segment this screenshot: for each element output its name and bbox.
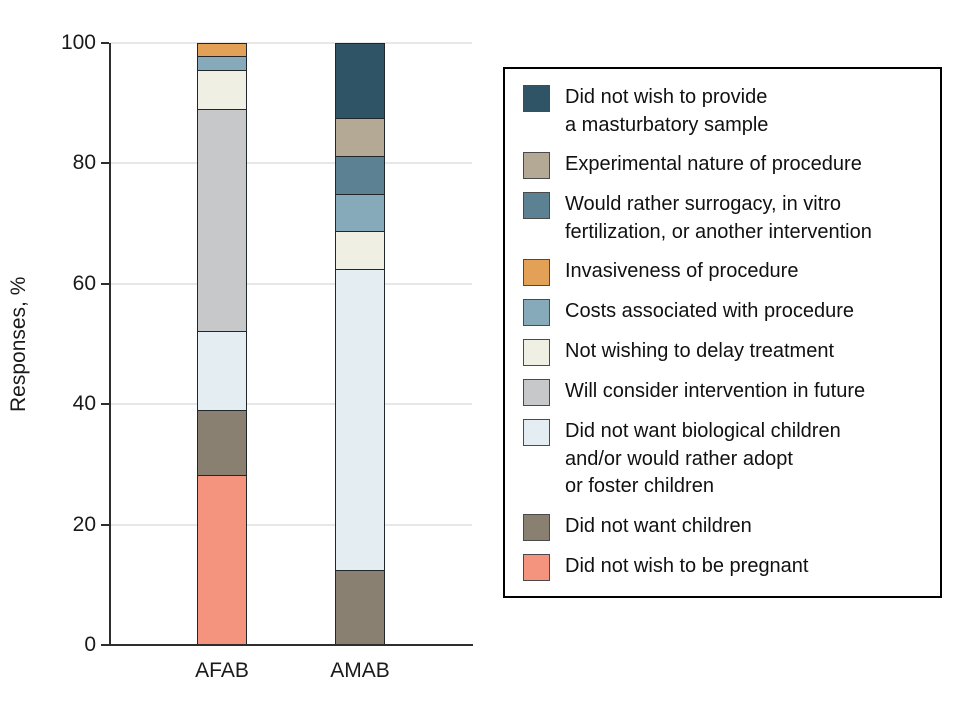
x-axis-line (109, 644, 473, 646)
y-tick-label-60: 60 (72, 271, 96, 295)
y-tick-label-0: 0 (84, 633, 96, 656)
legend-swatch-masturbatory-sample (523, 85, 550, 112)
gridline-100 (110, 42, 472, 44)
bar-segment-afab-costs (197, 56, 247, 71)
legend-label-no-biological-children: Did not want biological children and/or … (565, 420, 841, 497)
bar-segment-amab-no-children (335, 569, 385, 646)
bar-segment-amab-experimental-nature (335, 118, 385, 157)
bar-segment-amab-costs (335, 193, 385, 233)
bar-segment-amab-surrogacy-ivf (335, 155, 385, 195)
legend: Did not wish to provide a masturbatory s… (503, 67, 942, 598)
legend-swatch-invasiveness (523, 259, 550, 286)
legend-label-experimental-nature: Experimental nature of procedure (565, 153, 862, 175)
legend-label-costs: Costs associated with procedure (565, 300, 855, 322)
bar-segment-amab-delay-treatment (335, 231, 385, 270)
x-axis-label-amab: AMAB (330, 659, 390, 682)
legend-swatch-delay-treatment (523, 339, 550, 366)
legend-swatch-experimental-nature (523, 152, 550, 179)
legend-item-no-children: Did not want children (523, 513, 922, 541)
gridline-60 (110, 282, 472, 285)
plot-area (110, 42, 472, 646)
y-tick-label-40: 40 (72, 392, 96, 416)
legend-label-masturbatory-sample: Did not wish to provide a masturbatory s… (565, 86, 769, 136)
legend-swatch-not-pregnant (523, 553, 550, 581)
legend-item-masturbatory-sample: Did not wish to provide a masturbatory s… (523, 84, 922, 139)
legend-item-no-biological-children: Did not want biological children and/or … (523, 418, 922, 501)
y-axis-title: Responses, % (7, 276, 30, 412)
bar-segment-afab-consider-future (197, 108, 247, 333)
legend-item-invasiveness: Invasiveness of procedure (523, 258, 922, 286)
legend-label-consider-future: Will consider intervention in future (565, 380, 866, 402)
y-tick-mark-80 (101, 162, 109, 165)
gridline-80 (110, 162, 472, 165)
bar-segment-afab-no-biological-children (197, 331, 247, 411)
bar-segment-afab-no-children (197, 409, 247, 477)
legend-label-not-pregnant: Did not wish to be pregnant (565, 554, 809, 577)
gridline-20 (110, 523, 472, 526)
legend-swatch-consider-future (523, 379, 550, 406)
y-tick-label-80: 80 (72, 151, 96, 175)
x-axis-label-afab: AFAB (195, 659, 249, 682)
legend-label-no-children: Did not want children (565, 514, 752, 537)
legend-item-experimental-nature: Experimental nature of procedure (523, 151, 922, 179)
y-axis-line (109, 43, 111, 646)
y-tick-label-20: 20 (72, 512, 96, 536)
y-tick-mark-20 (101, 523, 109, 526)
legend-swatch-no-children (523, 513, 550, 541)
bar-segment-amab-no-biological-children (335, 268, 385, 571)
legend-item-costs: Costs associated with procedure (523, 298, 922, 326)
legend-item-surrogacy-ivf: Would rather surrogacy, in vitro fertili… (523, 191, 922, 246)
bar-segment-afab-delay-treatment (197, 69, 247, 110)
y-tick-mark-60 (101, 282, 109, 285)
legend-swatch-no-biological-children (523, 419, 550, 446)
legend-swatch-costs (523, 299, 550, 326)
bar-segment-afab-not-pregnant (197, 475, 247, 646)
legend-label-invasiveness: Invasiveness of procedure (565, 260, 799, 282)
y-tick-label-100: 100 (60, 31, 96, 54)
bar-segment-amab-masturbatory-sample (335, 43, 385, 120)
gridline-40 (110, 403, 472, 406)
legend-item-consider-future: Will consider intervention in future (523, 378, 922, 406)
legend-item-not-pregnant: Did not wish to be pregnant (523, 553, 922, 581)
legend-label-surrogacy-ivf: Would rather surrogacy, in vitro fertili… (565, 193, 872, 243)
y-tick-mark-0 (101, 644, 109, 646)
legend-swatch-surrogacy-ivf (523, 192, 550, 219)
legend-item-delay-treatment: Not wishing to delay treatment (523, 338, 922, 366)
legend-label-delay-treatment: Not wishing to delay treatment (565, 340, 835, 362)
y-tick-mark-100 (101, 42, 109, 44)
y-tick-mark-40 (101, 403, 109, 406)
bar-segment-afab-invasiveness (197, 43, 247, 58)
